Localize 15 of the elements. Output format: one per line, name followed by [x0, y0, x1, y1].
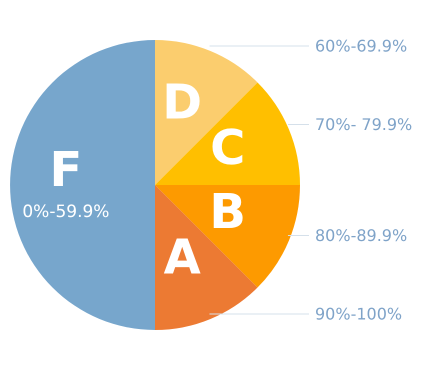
- text: 60%-69.9%: [315, 36, 408, 56]
- pie-slice: [155, 82, 300, 185]
- pie-slice: [155, 185, 258, 330]
- slice-label: B: [209, 184, 246, 240]
- text: 90%-100%: [315, 304, 402, 324]
- slice-label: C: [210, 120, 246, 176]
- slice-label: A: [164, 230, 201, 286]
- text: 80%-89.9%: [315, 226, 408, 245]
- pie-slice: [10, 40, 155, 330]
- slice-label: F: [50, 142, 82, 198]
- pie-slice: [155, 40, 258, 185]
- text: 0%-59.9%: [22, 202, 110, 222]
- text: 70%- 79.9%: [315, 115, 412, 134]
- slice-label: D: [162, 74, 202, 130]
- pie-slice: [155, 185, 300, 288]
